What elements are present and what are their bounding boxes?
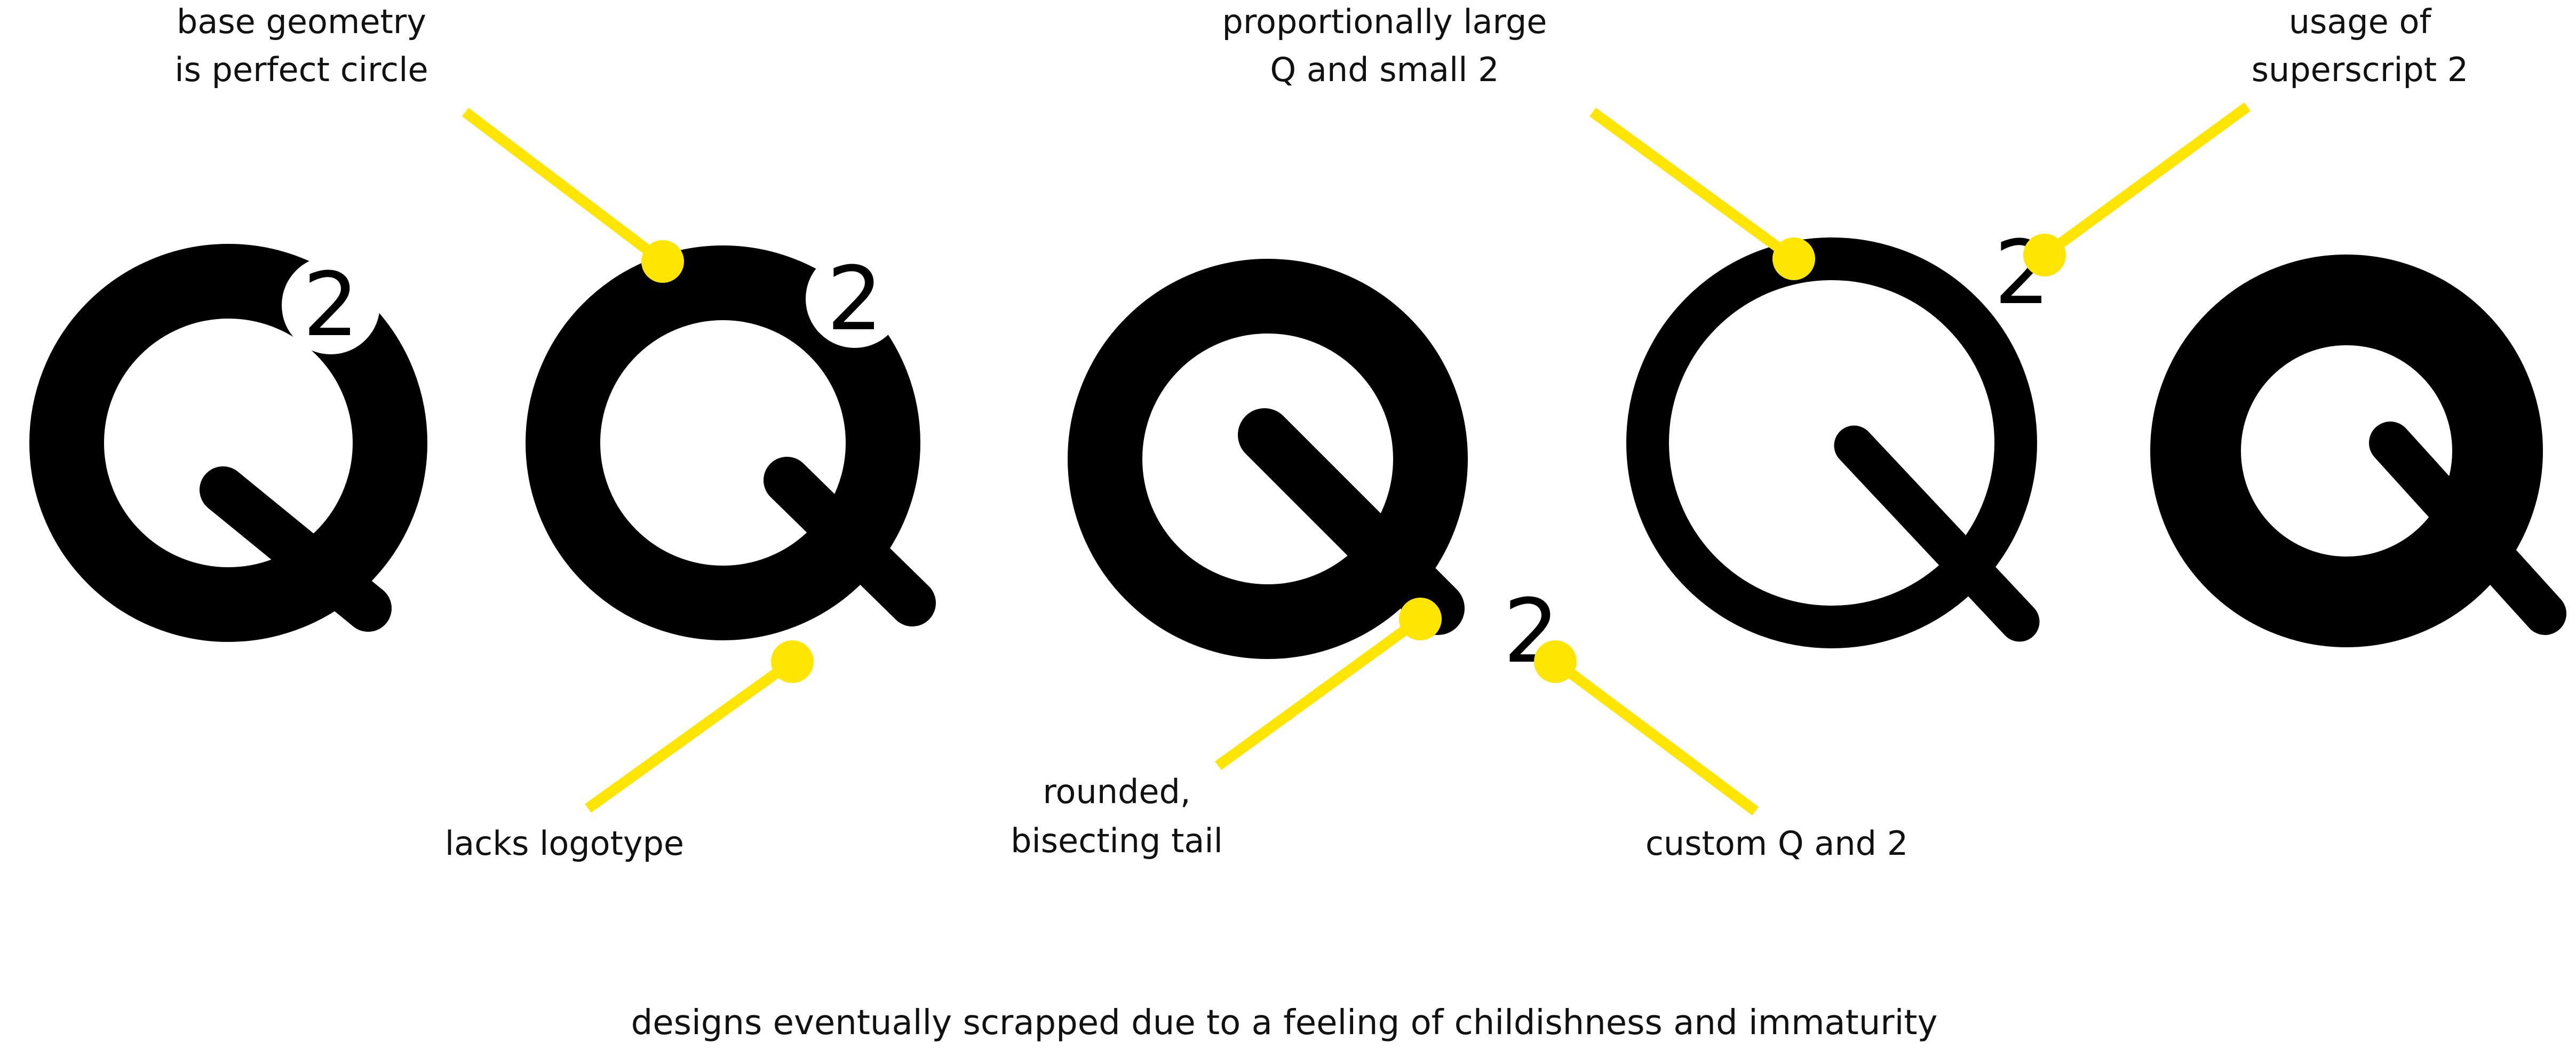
leader-base-geometry (462, 108, 666, 266)
callout-dots (641, 234, 2066, 683)
leader-lacks-logotype (585, 657, 796, 813)
annotation-proportionally-large-line-1: proportionally large (1222, 2, 1547, 41)
annotation-lacks-logotype-line-1: lacks logotype (445, 824, 684, 863)
leader-proportionally-large (1589, 107, 1797, 264)
leader-rounded-tail (1215, 614, 1424, 771)
annotation-rounded-tail-line-1: rounded, (1043, 772, 1190, 811)
dot-rounded-tail (1399, 598, 1442, 640)
leader-usage-superscript (2041, 102, 2251, 260)
dot-custom-q2 (1534, 640, 1577, 683)
q-design-2-exponent: 2 (827, 248, 883, 350)
q-design-4: 2 (1626, 221, 2050, 648)
annotation-usage-superscript-line-1: usage of (2289, 2, 2432, 41)
annotation-rounded-tail-line-2: bisecting tail (1011, 821, 1223, 860)
leader-lines (462, 102, 2251, 816)
dot-usage-superscript (2023, 234, 2066, 276)
q-design-5 (2150, 255, 2566, 647)
diagram-caption: designs eventually scrapped due to a fee… (631, 1003, 1938, 1043)
q-design-1: 2 (29, 244, 427, 642)
dot-lacks-logotype (771, 640, 814, 683)
annotation-base-geometry-line-2: is perfect circle (174, 50, 428, 89)
annotation-proportionally-large: proportionally large Q and small 2 (1222, 2, 1547, 89)
dot-proportionally-large (1772, 237, 1815, 280)
annotation-base-geometry-line-1: base geometry (177, 2, 426, 41)
q-design-1-exponent: 2 (303, 253, 359, 356)
q-design-2: 2 (526, 245, 936, 640)
annotation-rounded-tail: rounded, bisecting tail (1011, 772, 1223, 860)
annotation-proportionally-large-line-2: Q and small 2 (1270, 50, 1499, 89)
annotation-usage-superscript: usage of superscript 2 (2252, 2, 2469, 89)
dot-base-geometry (641, 240, 684, 283)
leader-custom-q2 (1552, 657, 1759, 816)
q-design-3: 2 (1068, 259, 1559, 682)
annotation-usage-superscript-line-2: superscript 2 (2252, 50, 2469, 89)
annotation-base-geometry: base geometry is perfect circle (174, 2, 428, 89)
annotation-lacks-logotype: lacks logotype (445, 824, 684, 863)
annotation-custom-q2-line-1: custom Q and 2 (1645, 824, 1908, 863)
annotation-custom-q2: custom Q and 2 (1645, 824, 1908, 863)
